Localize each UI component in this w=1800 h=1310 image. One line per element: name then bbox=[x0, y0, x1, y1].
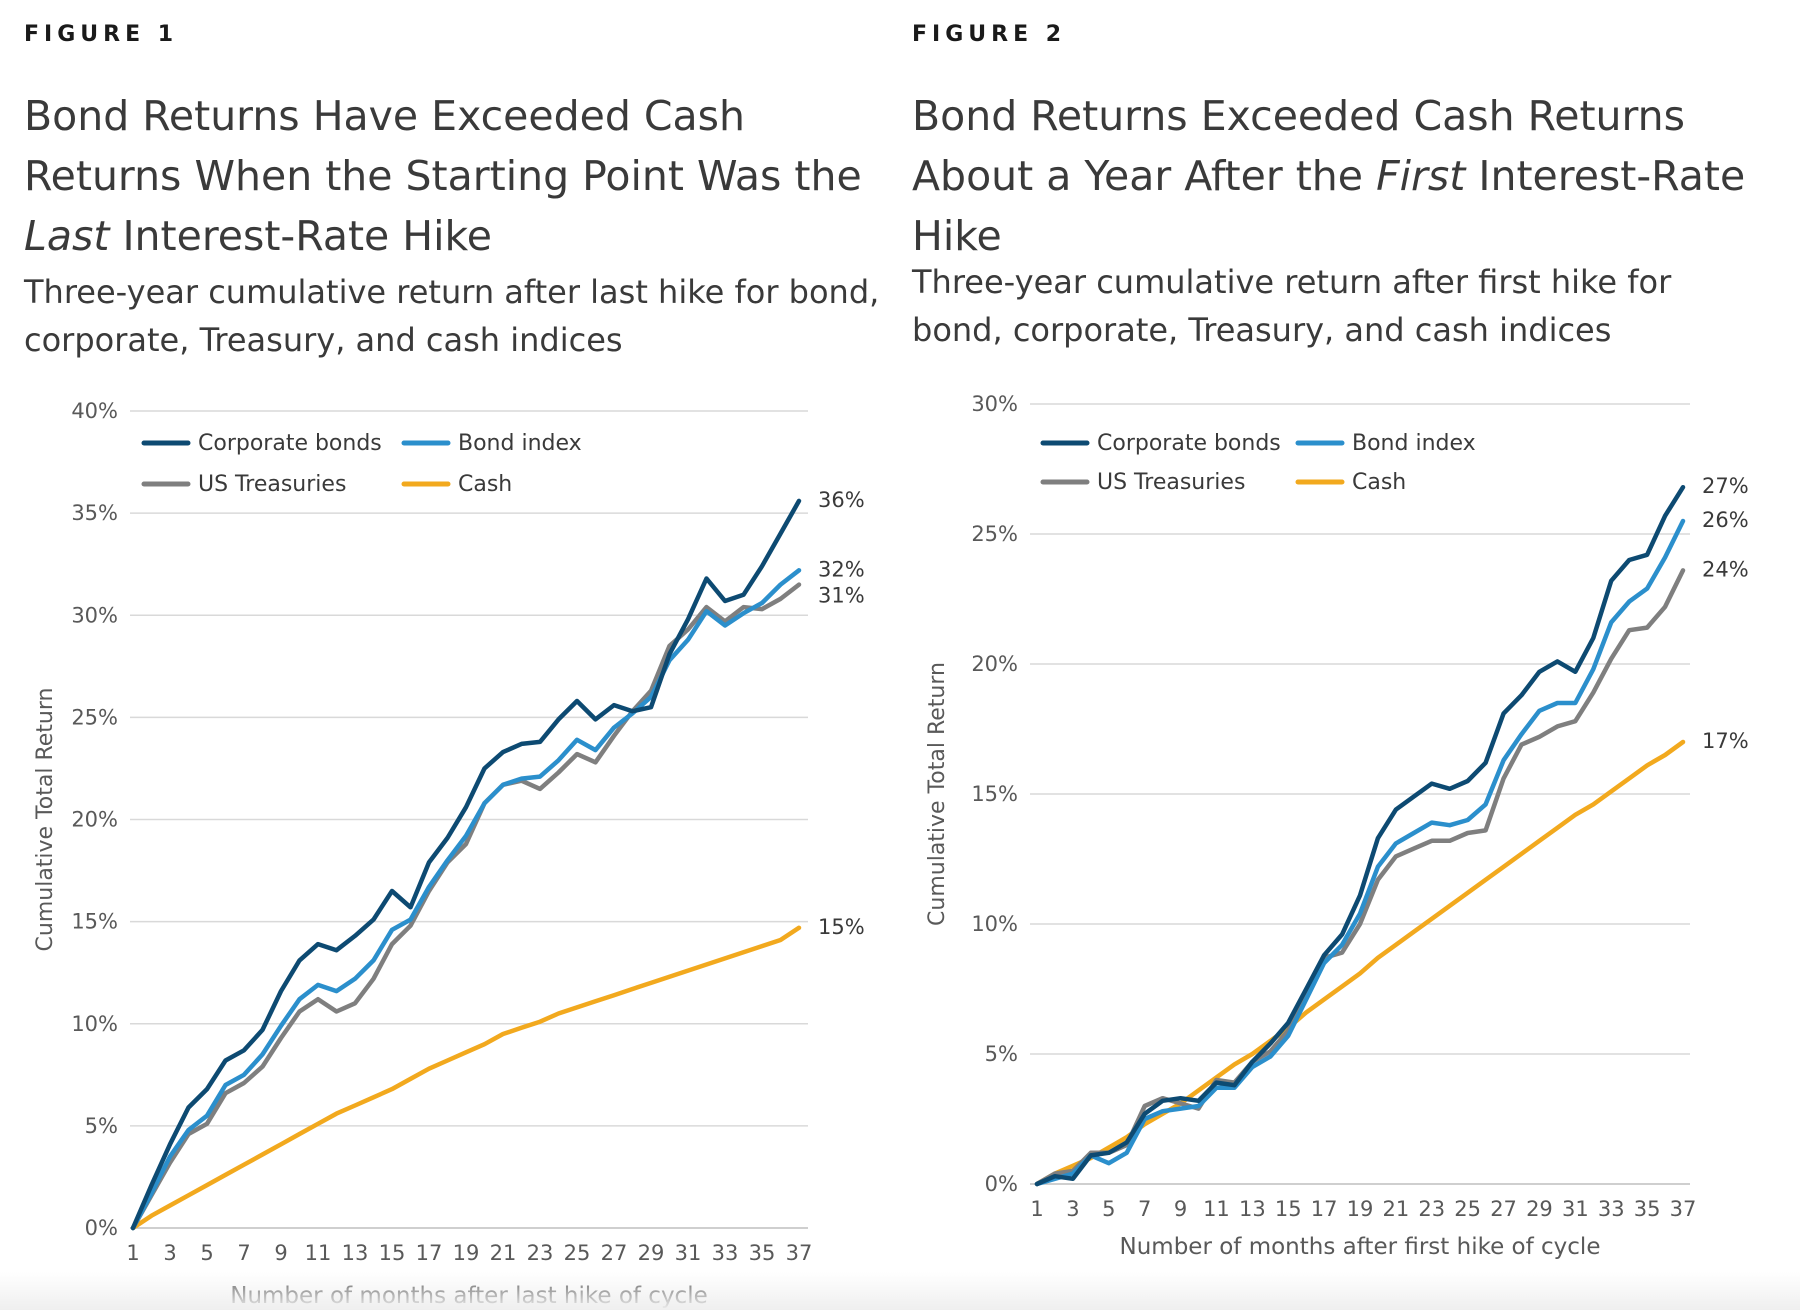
x-tick-label: 25 bbox=[564, 1241, 591, 1265]
x-tick-label: 19 bbox=[453, 1241, 480, 1265]
y-tick-label: 25% bbox=[971, 522, 1018, 546]
series-line-cash bbox=[1034, 739, 1686, 1187]
end-value-label: 27% bbox=[1702, 474, 1749, 498]
y-tick-label: 30% bbox=[71, 603, 118, 627]
x-tick-label: 9 bbox=[274, 1241, 287, 1265]
x-tick-label: 27 bbox=[1490, 1197, 1517, 1221]
x-tick-label: 35 bbox=[1634, 1197, 1661, 1221]
end-value-label: 24% bbox=[1702, 557, 1749, 581]
series-line-bond-index bbox=[130, 568, 802, 1231]
x-tick-label: 5 bbox=[200, 1241, 213, 1265]
y-axis-label: Cumulative Total Return bbox=[925, 662, 950, 926]
legend-label: US Treasuries bbox=[1097, 470, 1245, 495]
y-tick-label: 15% bbox=[71, 910, 118, 934]
x-tick-label: 15 bbox=[379, 1241, 406, 1265]
legend-label: Cash bbox=[1352, 470, 1406, 495]
figure-2-panel: FIGURE 2 Bond Returns Exceeded Cash Retu… bbox=[890, 0, 1800, 1310]
x-tick-label: 7 bbox=[1138, 1197, 1151, 1221]
x-tick-label: 31 bbox=[675, 1241, 702, 1265]
x-tick-label: 35 bbox=[749, 1241, 776, 1265]
y-tick-label: 0% bbox=[85, 1216, 118, 1240]
x-tick-label: 13 bbox=[1239, 1197, 1266, 1221]
title-text: Interest-Rate Hike bbox=[109, 212, 492, 260]
figure-label: FIGURE 1 bbox=[24, 22, 179, 47]
figure-title: Bond Returns Have Exceeded Cash Returns … bbox=[24, 86, 894, 266]
x-tick-label: 25 bbox=[1454, 1197, 1481, 1221]
x-tick-label: 29 bbox=[638, 1241, 665, 1265]
legend-label: Corporate bonds bbox=[1097, 431, 1281, 456]
title-emphasis: First bbox=[1376, 152, 1466, 200]
x-tick-label: 37 bbox=[1670, 1197, 1697, 1221]
series-line-cash bbox=[130, 925, 802, 1231]
x-tick-label: 11 bbox=[305, 1241, 332, 1265]
title-text: Interest-Rate Hike bbox=[912, 152, 1746, 260]
line-chart-2: 0%5%10%15%20%25%30%1 3 5 7 9 11 13 15 17 19 21 23 25… bbox=[925, 392, 1749, 1260]
end-value-label: 36% bbox=[818, 488, 865, 512]
title-text: Bond Returns Have Exceeded Cash Returns … bbox=[24, 92, 862, 200]
y-tick-label: 35% bbox=[71, 501, 118, 525]
x-tick-label: 21 bbox=[490, 1241, 517, 1265]
y-tick-label: 20% bbox=[971, 652, 1018, 676]
legend-label: Corporate bonds bbox=[198, 431, 382, 456]
y-tick-label: 5% bbox=[85, 1114, 118, 1138]
end-value-label: 17% bbox=[1702, 729, 1749, 753]
x-tick-label: 31 bbox=[1562, 1197, 1589, 1221]
legend-label: Bond index bbox=[458, 431, 582, 456]
legend-label: Cash bbox=[458, 472, 512, 497]
y-tick-label: 20% bbox=[71, 808, 118, 832]
title-emphasis: Last bbox=[24, 212, 110, 260]
end-value-label: 26% bbox=[1702, 508, 1749, 532]
end-value-label: 15% bbox=[818, 915, 865, 939]
y-tick-label: 0% bbox=[985, 1172, 1018, 1196]
y-tick-label: 15% bbox=[971, 782, 1018, 806]
x-tick-label: 11 bbox=[1203, 1197, 1230, 1221]
series-line-us-treasuries bbox=[1034, 568, 1686, 1187]
legend-label: US Treasuries bbox=[198, 472, 346, 497]
y-tick-label: 10% bbox=[71, 1012, 118, 1036]
x-tick-label: 15 bbox=[1275, 1197, 1302, 1221]
x-tick-label: 1 bbox=[126, 1241, 139, 1265]
x-tick-label: 23 bbox=[527, 1241, 554, 1265]
x-axis-label: Number of months after first hike of cyc… bbox=[1120, 1234, 1601, 1260]
x-tick-label: 1 bbox=[1030, 1197, 1043, 1221]
figure-subtitle: Three-year cumulative return after first… bbox=[912, 263, 1672, 349]
figure-subtitle: Three-year cumulative return after last … bbox=[24, 273, 880, 359]
x-tick-label: 29 bbox=[1526, 1197, 1553, 1221]
x-tick-label: 19 bbox=[1347, 1197, 1374, 1221]
x-tick-label: 17 bbox=[416, 1241, 443, 1265]
series-line-us-treasuries bbox=[130, 582, 802, 1231]
figure-title: Bond Returns Exceeded Cash Returns About… bbox=[912, 86, 1792, 266]
y-axis-label: Cumulative Total Return bbox=[33, 688, 58, 952]
x-tick-label: 3 bbox=[1066, 1197, 1079, 1221]
y-tick-label: 10% bbox=[971, 912, 1018, 936]
x-tick-label: 5 bbox=[1102, 1197, 1115, 1221]
series-line-corporate-bonds bbox=[1034, 484, 1686, 1187]
x-tick-label: 17 bbox=[1311, 1197, 1338, 1221]
figure-label: FIGURE 2 bbox=[912, 22, 1067, 47]
y-tick-label: 25% bbox=[71, 705, 118, 729]
x-tick-label: 7 bbox=[237, 1241, 250, 1265]
end-value-label: 32% bbox=[818, 557, 865, 581]
x-tick-label: 37 bbox=[786, 1241, 813, 1265]
x-tick-label: 33 bbox=[712, 1241, 739, 1265]
legend-label: Bond index bbox=[1352, 431, 1476, 456]
end-value-label: 31% bbox=[818, 583, 865, 607]
y-tick-label: 30% bbox=[971, 392, 1018, 416]
line-chart-1: 0%5%10%15%20%25%30%35%40%1 3 5 7 9 11 13 15 17 19… bbox=[33, 399, 865, 1309]
title-text: Bond Returns Exceeded Cash Returns About… bbox=[912, 92, 1685, 200]
x-tick-label: 13 bbox=[342, 1241, 369, 1265]
x-tick-label: 9 bbox=[1174, 1197, 1187, 1221]
x-tick-label: 23 bbox=[1418, 1197, 1445, 1221]
figure-1-panel: FIGURE 1 Bond Returns Have Exceeded Cash… bbox=[24, 22, 894, 1309]
series-line-corporate-bonds bbox=[130, 498, 802, 1231]
y-tick-label: 40% bbox=[71, 399, 118, 423]
x-tick-label: 33 bbox=[1598, 1197, 1625, 1221]
series-line-bond-index bbox=[1034, 518, 1686, 1187]
x-tick-label: 27 bbox=[601, 1241, 628, 1265]
x-tick-label: 3 bbox=[163, 1241, 176, 1265]
x-axis-label: Number of months after last hike of cycl… bbox=[230, 1283, 708, 1309]
x-tick-label: 21 bbox=[1383, 1197, 1410, 1221]
y-tick-label: 5% bbox=[985, 1042, 1018, 1066]
